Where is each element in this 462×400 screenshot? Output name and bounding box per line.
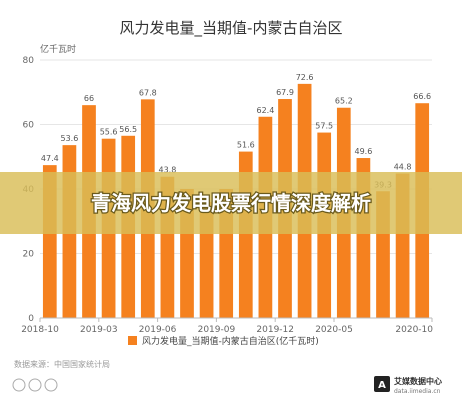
value-label: 72.6 xyxy=(296,73,314,82)
x-tick-label: 2020-10 xyxy=(395,325,433,335)
attribution-icon[interactable] xyxy=(28,378,42,392)
x-tick-label: 2019-06 xyxy=(139,325,177,335)
equal-icon[interactable] xyxy=(44,378,58,392)
x-axis-ticks: 2018-10 2019-03 2019-06 2019-09 2019-12 2020-… xyxy=(21,318,433,335)
value-label: 57.5 xyxy=(315,122,333,131)
svg-text:A: A xyxy=(378,380,386,391)
y-axis-unit-label: 亿千瓦时 xyxy=(40,43,76,55)
y-tick-label: 60 xyxy=(23,121,35,131)
banner-title: 青海风力发电股票行情深度解析 xyxy=(91,191,371,215)
y-tick-label: 80 xyxy=(23,56,35,66)
value-label: 55.6 xyxy=(100,128,118,137)
iimedia-logo: A 艾媒数据中心 data.iimedia.cn xyxy=(374,376,442,395)
x-tick-label: 2020-05 xyxy=(315,325,353,335)
value-label: 53.6 xyxy=(60,134,78,143)
value-label: 67.8 xyxy=(139,88,157,97)
value-label: 44.8 xyxy=(394,163,412,172)
value-label: 56.5 xyxy=(119,125,137,134)
creative-commons-icon[interactable] xyxy=(12,378,26,392)
value-label: 66.6 xyxy=(413,92,431,101)
value-label: 47.4 xyxy=(41,154,59,163)
value-label: 62.4 xyxy=(256,106,274,115)
x-tick-label: 2018-10 xyxy=(21,325,59,335)
x-tick-label: 2019-12 xyxy=(256,325,294,335)
logo-mark-icon xyxy=(374,376,390,392)
legend-label: 风力发电量_当期值-内蒙古自治区(亿千瓦时) xyxy=(142,335,319,347)
y-tick-label: 20 xyxy=(23,250,35,260)
logo-name: 艾媒数据中心 xyxy=(394,376,442,386)
chart-title: 风力发电量_当期值-内蒙古自治区 xyxy=(120,19,343,38)
value-label: 65.2 xyxy=(335,97,353,106)
value-label: 43.8 xyxy=(158,166,176,175)
value-label: 66 xyxy=(84,94,94,103)
value-labels: 47.4 53.6 66 55.6 56.5 67.8 43.8 51.6 62.467.972… xyxy=(41,73,431,189)
y-tick-label: 0 xyxy=(28,314,34,324)
logo-url: data.iimedia.cn xyxy=(394,388,441,395)
value-label: 49.6 xyxy=(354,147,372,156)
legend-swatch xyxy=(128,336,137,345)
x-tick-label: 2019-09 xyxy=(198,325,236,335)
share-icons xyxy=(12,378,58,392)
x-tick-label: 2019-03 xyxy=(80,325,118,335)
title-banner xyxy=(0,172,462,234)
value-label: 67.9 xyxy=(276,88,294,97)
source-label: 数据来源：中国国家统计局 xyxy=(14,359,110,369)
value-label: 51.6 xyxy=(237,141,255,150)
